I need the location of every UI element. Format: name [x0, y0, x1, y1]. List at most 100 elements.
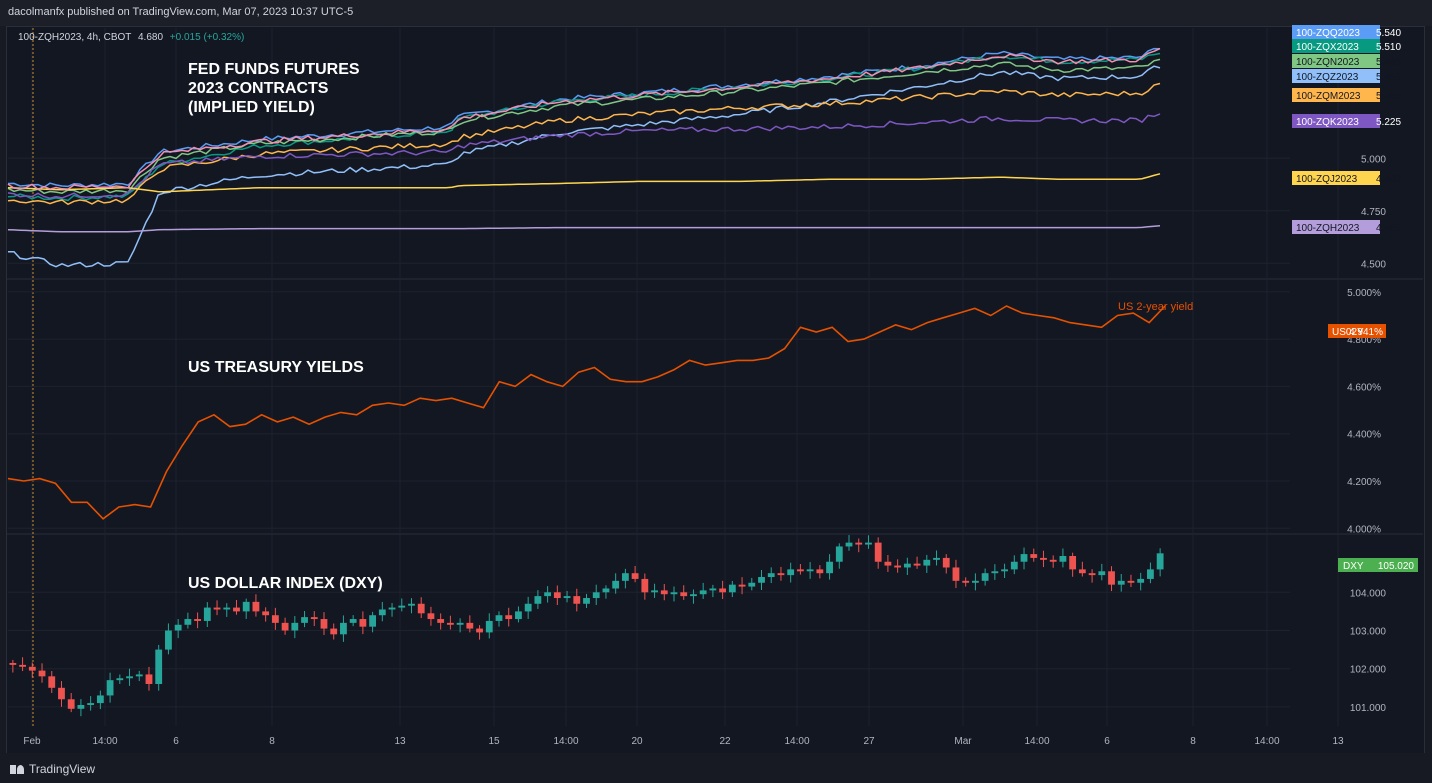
dxy-candle-body — [680, 592, 688, 597]
x-tick-label: 14:00 — [92, 736, 117, 747]
dxy-candle-body — [709, 588, 717, 591]
y-tick-label: 102.000 — [1350, 665, 1387, 676]
fed-series-last-value: 4.680 — [1376, 223, 1401, 234]
dxy-candle-body — [58, 687, 65, 700]
fed-series-last-value: 4.930 — [1376, 174, 1401, 185]
dxy-candle-body — [184, 619, 192, 625]
dxy-candle-body — [1147, 569, 1154, 579]
brand-label: TradingView — [29, 762, 96, 776]
dxy-candle-body — [388, 607, 396, 610]
y-tick-label: 5.000% — [1347, 288, 1381, 299]
fed-series-tag-bg — [1292, 25, 1380, 39]
fed-series-last-value: 5.225 — [1376, 117, 1401, 128]
dxy-candle-body — [145, 674, 153, 684]
fed-series-tag-bg — [1292, 39, 1380, 53]
dxy-candle-body — [651, 590, 658, 593]
dxy-candle-body — [456, 622, 464, 625]
dxy-candle-body — [515, 611, 522, 620]
dxy-candle-body — [1098, 571, 1106, 576]
fed-series-tag-text: 100-ZQH2023 — [1296, 223, 1360, 234]
dxy-candle-body — [1137, 578, 1145, 583]
dxy-candle-body — [962, 580, 970, 583]
dxy-candle-body — [719, 588, 727, 593]
fed-series-line — [7, 113, 1161, 199]
fed-series-tag-bg — [1292, 54, 1380, 68]
x-tick-label: Feb — [23, 736, 41, 747]
dxy-candle-body — [19, 664, 26, 667]
dxy-candle-body — [1127, 580, 1135, 583]
footer-bar: TradingView — [0, 753, 1432, 783]
dxy-candle-body — [194, 619, 201, 621]
fed-series-line — [7, 173, 1161, 193]
fed-series-line — [7, 58, 1161, 195]
fed-series-last-value: 5.455 — [1376, 72, 1401, 83]
dxy-candle-body — [252, 601, 260, 612]
dxy-candle-body — [777, 573, 785, 576]
dxy-candle-body — [573, 596, 581, 604]
symbol-name: 100-ZQH2023, 4h, CBOT — [18, 32, 132, 43]
tradingview-brand[interactable]: TradingView — [10, 762, 95, 776]
treasury-title: US TREASURY YIELDS — [188, 359, 364, 376]
dxy-candle-body — [612, 580, 620, 589]
fed-series-last-value: 5.510 — [1376, 42, 1401, 53]
fed-series-tag-bg — [1292, 171, 1380, 185]
fed-series-tag-text: 100-ZQZ2023 — [1296, 72, 1359, 83]
dxy-candle-body — [28, 666, 36, 671]
dxy-candle-body — [223, 607, 231, 610]
fed-series-line — [7, 52, 1161, 202]
dxy-candle-body — [748, 582, 756, 587]
fed-series-tag-text: 100-ZQX2023 — [1296, 42, 1359, 53]
dxy-title: US DOLLAR INDEX (DXY) — [188, 575, 383, 592]
dxy-candle-body — [1069, 556, 1077, 570]
dxy-candle-body — [242, 601, 250, 612]
dxy-candle-body — [942, 557, 950, 568]
dxy-candle-body — [203, 607, 211, 621]
fed-series-line — [8, 65, 1161, 268]
dxy-candle-body — [758, 577, 765, 583]
dxy-candle-body — [417, 603, 425, 614]
dxy-candle-body — [476, 628, 483, 633]
dxy-candle-body — [466, 622, 474, 629]
x-tick-label: 13 — [1332, 736, 1344, 747]
y-tick-label: 101.000 — [1350, 703, 1387, 714]
dxy-candle-body — [894, 565, 902, 568]
x-tick-label: 6 — [1104, 736, 1110, 747]
dxy-candle-body — [1049, 559, 1057, 562]
tradingview-logo-icon — [10, 764, 24, 774]
dxy-candle-body — [174, 624, 182, 631]
dxy-candle-body — [340, 622, 347, 635]
dxy-candle-body — [738, 584, 746, 587]
dxy-candle-body — [48, 676, 56, 688]
x-tick-label: Mar — [954, 736, 972, 747]
dxy-candle-body — [87, 703, 95, 705]
symbol-price: 4.680 — [137, 32, 164, 43]
dxy-candle-body — [1001, 569, 1008, 572]
dxy-candle-body — [1108, 571, 1115, 585]
dxy-candle-body — [349, 619, 357, 623]
dxy-candle-body — [38, 670, 46, 677]
dxy-candle-body — [913, 563, 921, 566]
y-tick-label: 103.000 — [1350, 627, 1387, 638]
dxy-candle-body — [767, 573, 775, 578]
y-tick-label: 5.000 — [1361, 154, 1386, 165]
x-tick-label: 14:00 — [784, 736, 809, 747]
dxy-candle-body — [1059, 556, 1067, 562]
fed-series-last-value: 5.360 — [1376, 91, 1401, 102]
fed-series-tag-text: 100-ZQK2023 — [1296, 117, 1359, 128]
dxy-candle-body — [446, 622, 454, 625]
dxy-candle-body — [641, 578, 649, 593]
dxy-candle-body — [1030, 554, 1038, 558]
fed-series-last-value: 5.465 — [1376, 57, 1401, 68]
dxy-candle-body — [592, 592, 600, 599]
symbol-info[interactable]: 100-ZQH2023, 4h, CBOT 4.680 +0.015 (+0.3… — [18, 32, 244, 43]
dxy-candle-body — [563, 596, 571, 599]
dxy-candle-body — [126, 676, 133, 679]
dxy-candle-body — [262, 611, 270, 616]
dxy-candle-body — [903, 563, 911, 568]
dxy-candle-body — [1117, 580, 1125, 585]
us02y-tag-bg — [1328, 324, 1386, 338]
symbol-change: +0.015 (+0.32%) — [169, 32, 245, 43]
fed-series-tag-text: 100-ZQN2023 — [1296, 57, 1360, 68]
fed-series-last-value: 5.540 — [1376, 28, 1401, 39]
